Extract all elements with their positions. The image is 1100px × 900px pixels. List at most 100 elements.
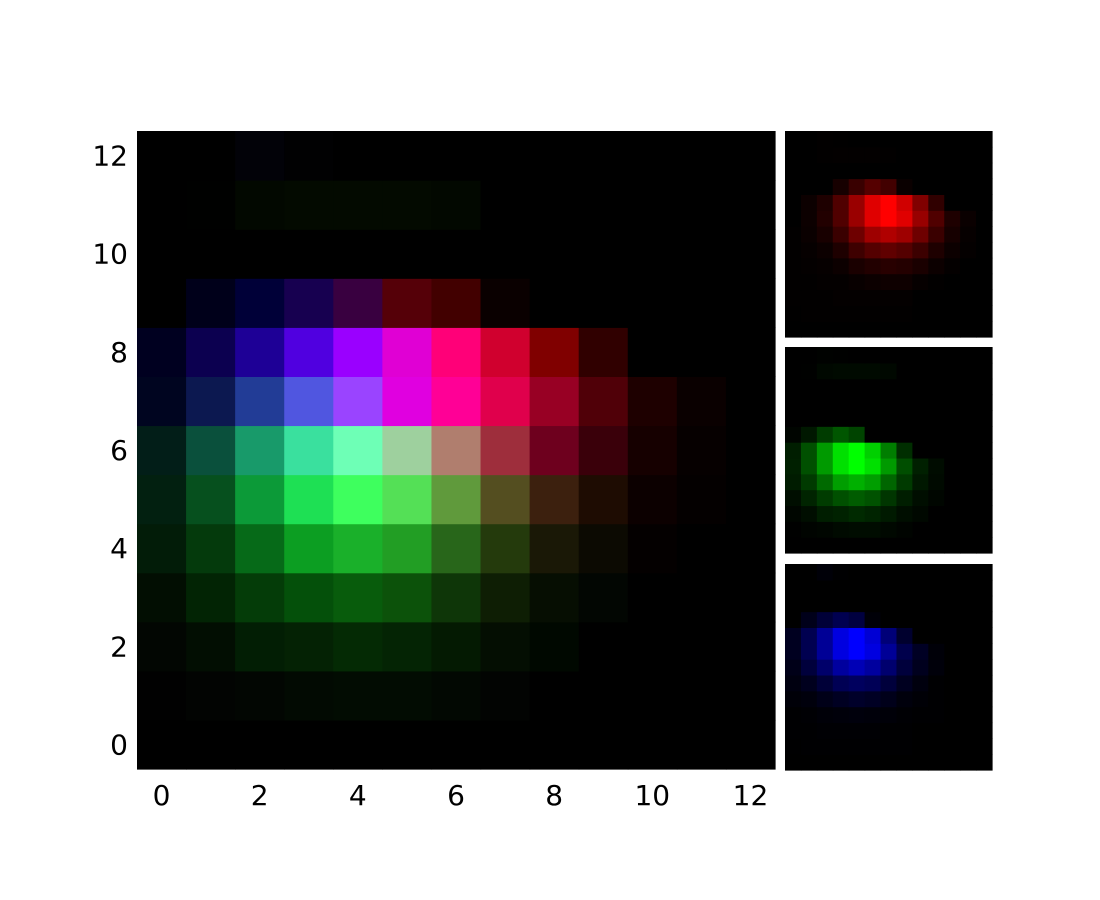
composite-cell — [137, 621, 187, 672]
composite-cell — [676, 719, 727, 770]
green-channel-cell — [800, 521, 818, 538]
red-channel-cell — [912, 321, 929, 338]
blue-channel-cell — [800, 627, 818, 644]
green-channel-cell — [800, 426, 818, 443]
composite-cell — [480, 474, 531, 525]
composite-cell — [284, 425, 334, 476]
green-channel-cell — [944, 347, 961, 364]
red-channel-cell — [832, 146, 850, 164]
composite-cell — [333, 278, 383, 328]
blue-channel-cell — [832, 611, 850, 628]
red-channel-cell — [785, 273, 802, 291]
red-channel-cell — [848, 210, 866, 227]
green-channel-cell — [928, 442, 945, 459]
composite-cell — [725, 572, 776, 623]
red-channel-cell — [928, 321, 945, 338]
red-channel-cell — [832, 162, 850, 180]
green-channel-cell — [928, 505, 945, 522]
red-channel-cell — [800, 131, 818, 148]
red-channel-cell — [864, 210, 882, 227]
composite-cell — [431, 572, 482, 623]
blue-channel-cell — [785, 690, 802, 708]
red-channel-cell — [864, 131, 882, 148]
blue-channel-cell — [912, 690, 929, 708]
composite-cell — [578, 180, 629, 230]
red-channel-cell — [928, 210, 945, 227]
red-channel-cell — [800, 178, 818, 195]
red-channel-cell — [976, 162, 993, 180]
composite-cell — [333, 474, 383, 525]
composite-cell — [235, 376, 285, 427]
composite-cell — [676, 376, 727, 427]
green-channel-cell — [976, 362, 993, 380]
green-channel-cell — [976, 457, 993, 475]
red-channel-cell — [960, 305, 977, 322]
composite-cell — [333, 670, 383, 721]
green-channel-cell — [896, 347, 913, 364]
green-channel-cell — [785, 442, 802, 459]
composite-cell — [578, 131, 629, 181]
green-channel-cell — [944, 394, 961, 411]
y-tick-label: 4 — [110, 532, 128, 565]
composite-cell — [578, 376, 629, 427]
blue-channel-cell — [864, 674, 882, 692]
blue-channel-cell — [832, 674, 850, 692]
red-channel-cell — [816, 131, 834, 148]
blue-channel-cell — [928, 738, 945, 755]
blue-channel-cell — [864, 564, 882, 581]
blue-channel-cell — [928, 754, 945, 771]
red-channel-cell — [976, 146, 993, 164]
green-channel-cell — [912, 394, 929, 411]
red-channel-cell — [960, 210, 977, 227]
red-channel-cell — [944, 226, 961, 243]
composite-cell — [676, 572, 727, 623]
blue-channel-cell — [848, 595, 866, 613]
red-channel-cell — [880, 226, 898, 243]
red-channel-cell — [896, 241, 913, 259]
green-channel-cell — [832, 347, 850, 364]
green-channel-cell — [816, 489, 834, 507]
red-channel-cell — [816, 257, 834, 275]
red-channel-cell — [928, 194, 945, 211]
composite-cell — [578, 474, 629, 525]
green-channel-cell — [912, 505, 929, 522]
red-channel-cell — [785, 146, 802, 164]
blue-channel-cell — [832, 738, 850, 755]
red-channel-cell — [848, 194, 866, 211]
red-channel-cell — [928, 305, 945, 322]
composite-cell — [284, 229, 334, 279]
blue-channel-cell — [848, 659, 866, 676]
red-channel-cell — [944, 241, 961, 259]
red-channel-cell — [848, 162, 866, 180]
composite-cell — [480, 180, 531, 230]
blue-channel-cell — [800, 722, 818, 739]
green-channel-cell — [928, 473, 945, 491]
green-channel-cell — [864, 426, 882, 443]
blue-channel-cell — [785, 611, 802, 628]
blue-channel-cell — [944, 674, 961, 692]
red-channel-panel — [785, 131, 993, 338]
composite-cell — [431, 425, 482, 476]
red-channel-cell — [912, 226, 929, 243]
green-channel-cell — [944, 442, 961, 459]
composite-cell — [725, 229, 776, 279]
blue-channel-cell — [816, 659, 834, 676]
blue-channel-cell — [864, 738, 882, 755]
blue-channel-cell — [944, 611, 961, 628]
blue-channel-cell — [896, 643, 913, 660]
blue-channel-cell — [800, 564, 818, 581]
green-channel-cell — [928, 537, 945, 554]
red-channel-cell — [832, 305, 850, 322]
composite-cell — [284, 670, 334, 721]
green-channel-cell — [832, 426, 850, 443]
green-channel-cell — [816, 347, 834, 364]
blue-channel-cell — [944, 690, 961, 708]
composite-cell — [480, 327, 531, 377]
green-channel-cell — [832, 457, 850, 475]
blue-channel-cell — [785, 722, 802, 739]
green-channel-cell — [880, 378, 898, 396]
green-channel-cell — [832, 362, 850, 380]
green-channel-cell — [944, 457, 961, 475]
blue-channel-cell — [816, 722, 834, 739]
composite-cell — [186, 523, 236, 574]
